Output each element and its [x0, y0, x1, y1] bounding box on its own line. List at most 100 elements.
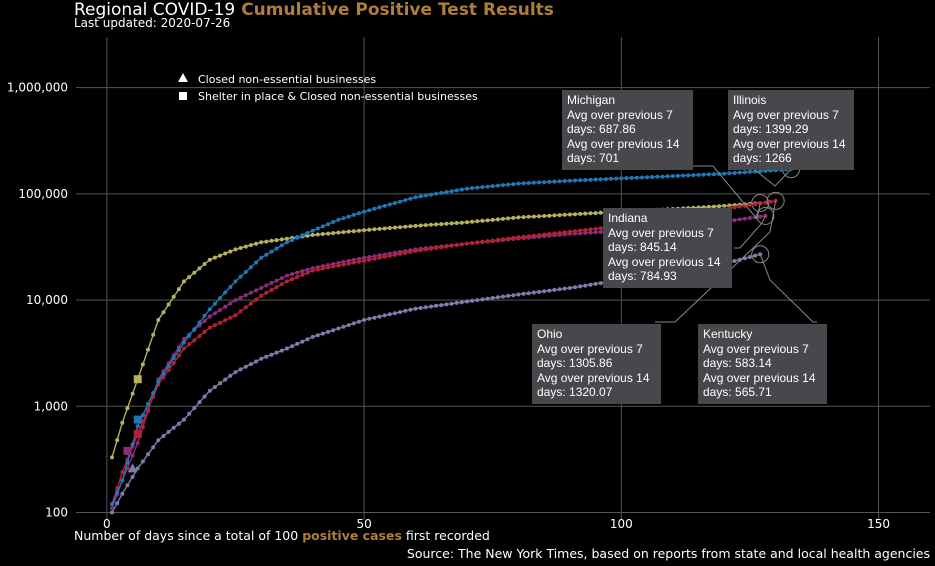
data-point-michigan — [115, 438, 120, 443]
data-point-michigan — [248, 243, 253, 248]
data-point-ohio — [187, 342, 192, 347]
data-point-michigan — [187, 275, 192, 280]
data-point-kentucky — [557, 287, 562, 292]
data-point-kentucky — [192, 406, 197, 410]
data-point-illinois — [110, 502, 114, 507]
x-tick-label: 50 — [356, 517, 371, 531]
data-point-kentucky — [449, 301, 454, 306]
data-point-ohio — [233, 313, 238, 318]
data-point-indiana — [264, 283, 269, 288]
data-point-ohio — [212, 323, 217, 328]
data-point-ohio — [341, 262, 346, 267]
data-point-illinois — [243, 270, 248, 274]
data-point-michigan — [351, 229, 356, 234]
data-point-michigan — [120, 420, 125, 425]
data-point-indiana — [362, 255, 367, 260]
data-point-ohio — [274, 285, 279, 290]
annotation-indiana: Indiana Avg over previous 7 days: 845.14… — [603, 208, 732, 288]
data-point-illinois — [588, 177, 593, 182]
data-point-michigan — [434, 222, 439, 227]
data-point-michigan — [192, 270, 197, 275]
annotation-ohio: Ohio Avg over previous 7 days: 1305.86 A… — [532, 324, 661, 404]
data-point-kentucky — [413, 306, 418, 311]
data-point-ohio — [562, 230, 567, 235]
data-point-michigan — [583, 211, 588, 216]
data-point-kentucky — [248, 362, 253, 367]
data-point-kentucky — [171, 425, 176, 430]
data-point-kentucky — [547, 288, 552, 293]
data-point-illinois — [274, 246, 279, 251]
data-point-michigan — [506, 216, 511, 221]
data-point-kentucky — [588, 282, 593, 287]
data-point-ohio — [578, 228, 583, 233]
data-point-ohio — [598, 226, 603, 231]
data-point-indiana — [243, 293, 248, 298]
data-point-michigan — [418, 223, 423, 228]
data-point-kentucky — [526, 291, 531, 296]
data-point-ohio — [418, 248, 423, 253]
data-point-kentucky — [120, 491, 125, 496]
data-point-michigan — [557, 213, 562, 218]
annotation-line: Avg over previous 7 — [567, 107, 673, 122]
data-point-michigan — [362, 228, 367, 233]
data-point-ohio — [583, 228, 588, 232]
data-point-kentucky — [161, 434, 166, 438]
data-point-michigan — [202, 262, 207, 266]
data-point-kentucky — [166, 429, 171, 434]
data-point-ohio — [120, 470, 125, 475]
data-point-ohio — [526, 234, 531, 239]
data-point-kentucky — [130, 474, 135, 479]
annotation-line: Avg over previous 14 — [703, 370, 816, 385]
data-point-kentucky — [197, 400, 202, 405]
data-point-illinois — [578, 178, 583, 183]
data-point-michigan — [598, 210, 603, 215]
data-point-michigan — [403, 224, 408, 229]
data-point-michigan — [449, 221, 454, 226]
data-point-kentucky — [176, 421, 181, 426]
data-point-illinois — [552, 179, 557, 184]
data-point-michigan — [475, 219, 480, 224]
data-point-kentucky — [747, 255, 752, 259]
data-point-michigan — [223, 251, 228, 256]
data-point-ohio — [284, 279, 289, 284]
data-point-kentucky — [567, 286, 572, 290]
data-point-illinois — [387, 202, 392, 207]
data-point-michigan — [197, 266, 202, 271]
data-point-indiana — [279, 276, 284, 281]
data-point-indiana — [742, 216, 747, 221]
data-point-kentucky — [578, 284, 583, 289]
data-point-ohio — [470, 241, 475, 245]
data-point-ohio — [413, 249, 418, 253]
data-point-kentucky — [501, 294, 505, 299]
data-point-illinois — [130, 442, 135, 447]
data-point-illinois — [295, 235, 300, 240]
annotation-line: days: 701 — [567, 151, 620, 165]
endpoint-ring-michigan — [751, 194, 770, 213]
data-point-kentucky — [552, 287, 557, 292]
x-tick-label: 100 — [610, 517, 633, 531]
data-point-illinois — [634, 175, 639, 180]
series-line-kentucky — [111, 253, 761, 513]
data-point-illinois — [166, 364, 171, 368]
annotation-line: days: 583.14 — [703, 356, 772, 370]
data-point-kentucky — [382, 313, 387, 318]
data-point-indiana — [228, 301, 233, 306]
y-tick-label: 10,000 — [26, 293, 68, 307]
data-point-ohio — [320, 266, 325, 271]
data-point-kentucky — [444, 302, 449, 307]
data-point-illinois — [212, 301, 217, 306]
data-point-illinois — [248, 265, 253, 270]
data-point-kentucky — [238, 367, 243, 372]
data-point-kentucky — [305, 337, 310, 342]
annotation-line: days: 687.86 — [567, 122, 636, 136]
data-point-indiana — [305, 267, 310, 272]
data-point-michigan — [140, 362, 145, 367]
data-point-kentucky — [511, 293, 516, 298]
data-point-ohio — [254, 297, 259, 302]
data-point-michigan — [429, 222, 433, 227]
data-point-illinois — [660, 174, 665, 179]
data-point-ohio — [315, 267, 320, 272]
data-point-indiana — [290, 272, 295, 277]
data-point-michigan — [326, 231, 331, 236]
